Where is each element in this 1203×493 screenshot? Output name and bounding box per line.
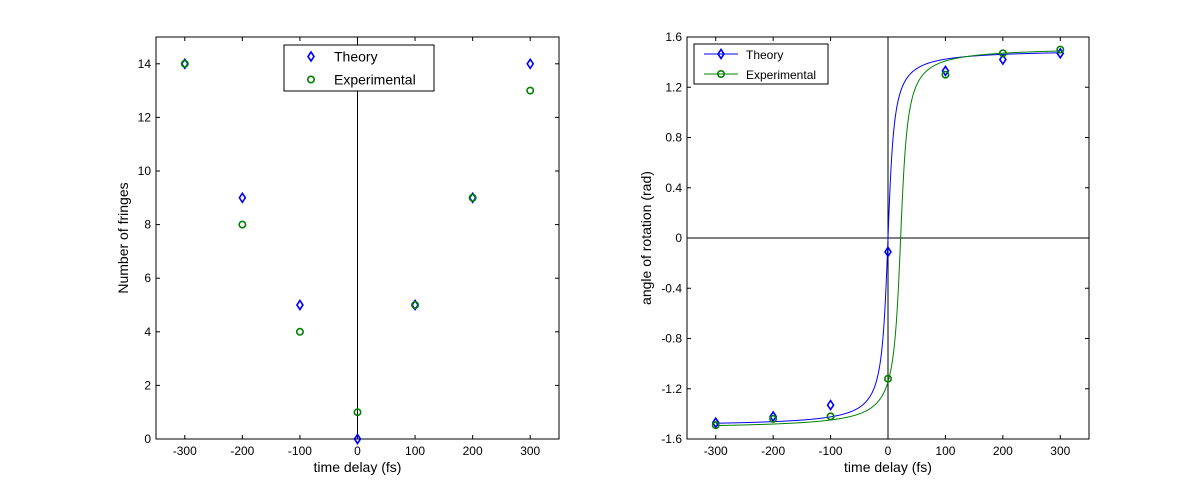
legend-experimental-marker <box>306 75 315 84</box>
y-tick-label: -0.4 <box>661 281 682 295</box>
x-tick-label: -300 <box>704 444 728 458</box>
legend: Theory Experimental <box>283 44 435 92</box>
y-tick-label: 10 <box>138 164 152 178</box>
x-tick-label: 300 <box>1050 444 1070 458</box>
experimental-point <box>353 408 362 417</box>
x-axis-title: time delay (fs) <box>314 459 402 475</box>
theory-point <box>238 191 247 204</box>
legend-box <box>693 43 829 85</box>
chart-right-angle-of-rotation: -300 -200 -100 0 100 200 300 -1.6 -1.2 -0.8 -0.4 0 0… <box>638 30 1090 475</box>
legend-theory-marker <box>717 48 725 60</box>
x-tick-label: -200 <box>230 444 254 458</box>
y-tick-label: 1.2 <box>665 80 682 94</box>
x-tick-label: -300 <box>173 444 197 458</box>
experimental-point <box>1056 45 1065 54</box>
x-tick-label: -200 <box>761 444 785 458</box>
y-tick-label: 8 <box>144 218 151 232</box>
theory-point <box>941 64 950 77</box>
experimental-point <box>180 59 189 68</box>
legend-theory-label: Theory <box>746 48 783 62</box>
theory-point <box>826 399 835 412</box>
legend: Theory Experimental <box>693 43 829 85</box>
theory-point <box>411 299 420 311</box>
y-tick-label: 0 <box>144 432 151 446</box>
experimental-point <box>411 300 420 309</box>
x-tick-label: 300 <box>520 444 540 458</box>
x-tick-label: 200 <box>993 444 1013 458</box>
y-tick-label: -1.6 <box>661 432 682 446</box>
experimental-point <box>238 220 247 229</box>
y-tick-label: 1.6 <box>665 30 682 44</box>
legend-experimental-marker <box>716 70 725 79</box>
y-tick-label: 0 <box>675 231 682 245</box>
x-tick-label: 200 <box>463 444 483 458</box>
experimental-point <box>526 86 535 95</box>
x-tick-label: 0 <box>354 444 361 458</box>
y-axis-title: angle of rotation (rad) <box>638 171 654 305</box>
theory-point <box>180 57 189 70</box>
experimental-point <box>826 412 835 421</box>
experimental-point <box>295 327 304 336</box>
theory-point <box>468 191 477 204</box>
chart-left-number-of-fringes: -300 -200 -100 0 100 200 300 0 2 4 6 8 10 12 14 time de… <box>115 36 560 475</box>
y-axis-title: Number of fringes <box>115 182 131 293</box>
x-tick-label: 0 <box>885 444 892 458</box>
experimental-point <box>468 193 477 202</box>
y-tick-label: 0.8 <box>665 131 682 145</box>
x-tick-label: -100 <box>288 444 312 458</box>
experimental-point <box>883 374 892 383</box>
experimental-point <box>998 49 1007 58</box>
legend-theory-marker <box>307 50 315 63</box>
x-tick-label: 100 <box>405 444 425 458</box>
theory-point <box>998 53 1007 66</box>
theory-point <box>353 433 362 445</box>
x-tick-label: 100 <box>935 444 955 458</box>
experimental-point <box>769 414 778 423</box>
legend-experimental-label: Experimental <box>334 72 416 88</box>
legend-theory-label: Theory <box>334 49 378 65</box>
y-tick-label: -1.2 <box>661 382 682 396</box>
y-tick-label: 4 <box>144 325 151 339</box>
theory-point <box>711 416 720 429</box>
x-axis-title: time delay (fs) <box>844 459 932 475</box>
theory-point <box>526 57 535 70</box>
y-tick-label: 6 <box>144 271 151 285</box>
y-tick-label: 0.4 <box>665 181 682 195</box>
theory-point <box>295 299 304 311</box>
y-tick-label: 2 <box>144 378 151 392</box>
y-tick-label: -0.8 <box>661 332 682 346</box>
experimental-point <box>711 421 720 430</box>
legend-experimental-label: Experimental <box>746 68 816 82</box>
legend-box <box>283 44 435 92</box>
theory-point <box>769 410 778 423</box>
theory-point <box>884 245 892 258</box>
experimental-point <box>941 70 950 79</box>
y-tick-label: 12 <box>138 110 152 124</box>
x-tick-label: -100 <box>819 444 843 458</box>
y-tick-label: 14 <box>138 57 152 71</box>
